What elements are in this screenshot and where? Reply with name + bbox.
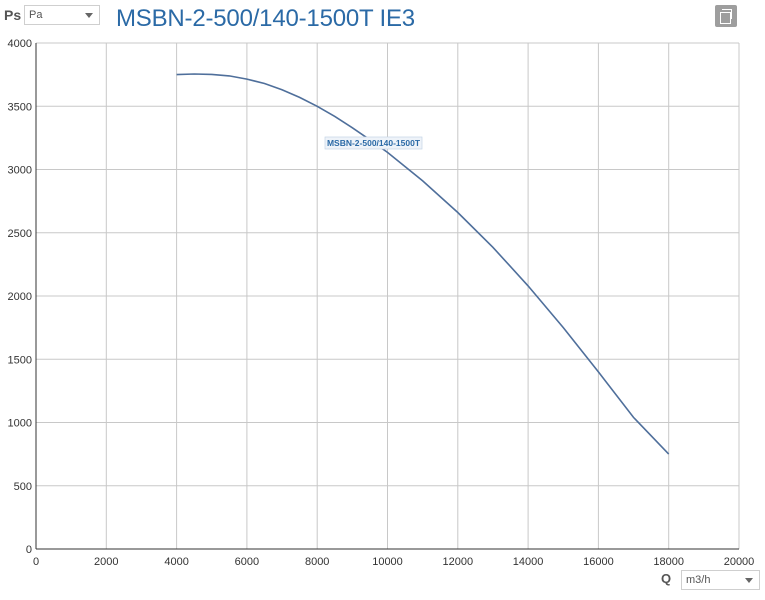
x-tick-label: 0 xyxy=(33,556,39,568)
y-tick-label: 500 xyxy=(14,481,32,493)
y-tick-label: 1500 xyxy=(8,354,32,366)
flow-unit-select[interactable]: m3/h xyxy=(681,570,760,590)
pressure-unit-value: Pa xyxy=(29,9,43,21)
x-tick-label: 2000 xyxy=(94,556,118,568)
y-tick-label: 4000 xyxy=(8,38,32,50)
x-tick-label: 12000 xyxy=(443,556,474,568)
pressure-unit-select[interactable]: Pa xyxy=(24,5,100,25)
x-tick-label: 10000 xyxy=(372,556,403,568)
chart-title: MSBN-2-500/140-1500T IE3 xyxy=(116,5,415,32)
chevron-down-icon xyxy=(745,577,753,583)
x-tick-label: 18000 xyxy=(653,556,684,568)
y-axis-symbol: Ps xyxy=(4,7,22,23)
y-tick-label: 1000 xyxy=(8,418,32,430)
y-tick-label: 2500 xyxy=(8,228,32,240)
x-axis-symbol: Q xyxy=(661,571,672,586)
flow-unit-value: m3/h xyxy=(686,574,711,586)
y-tick-label: 0 xyxy=(26,544,32,556)
series-label: MSBN-2-500/140-1500T xyxy=(327,138,421,148)
x-tick-label: 4000 xyxy=(164,556,188,568)
x-tick-label: 20000 xyxy=(724,556,755,568)
y-tick-label: 3500 xyxy=(8,101,32,113)
x-tick-label: 6000 xyxy=(235,556,259,568)
x-tick-label: 14000 xyxy=(513,556,544,568)
series-line xyxy=(176,73,670,455)
y-tick-label: 2000 xyxy=(8,291,32,303)
x-tick-label: 8000 xyxy=(305,556,329,568)
chevron-down-icon xyxy=(85,12,93,18)
x-tick-label: 16000 xyxy=(583,556,614,568)
series-label-box xyxy=(324,136,423,150)
restore-window-icon[interactable] xyxy=(715,5,737,27)
y-tick-label: 3000 xyxy=(8,165,32,177)
